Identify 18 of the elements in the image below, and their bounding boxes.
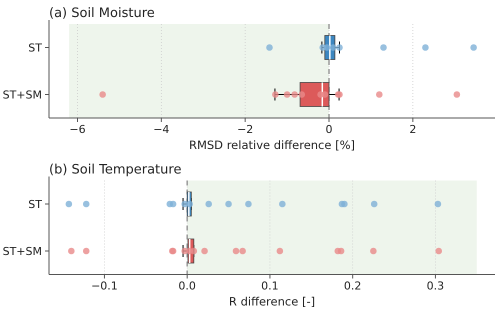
y-tick-label: ST xyxy=(28,198,42,211)
x-axis-title: RMSD relative difference [%] xyxy=(188,138,356,152)
x-tick-label: 0.3 xyxy=(426,280,444,292)
x-tick-label: −2 xyxy=(237,123,254,136)
chart-title: (b) Soil Temperature xyxy=(49,162,182,178)
y-tick-label: ST+SM xyxy=(2,245,42,258)
x-tick-label: −4 xyxy=(153,123,170,136)
x-tick-label: 0.0 xyxy=(178,280,196,292)
x-tick-label: 0.1 xyxy=(261,280,279,292)
y-tick-label: ST xyxy=(28,42,42,54)
y-tick-label: ST+SM xyxy=(2,88,42,102)
x-tick-label: −6 xyxy=(69,123,86,136)
chart-title: (a) Soil Moisture xyxy=(49,6,155,21)
x-tick-label: 0 xyxy=(326,123,333,136)
x-tick-label: 0.2 xyxy=(344,280,362,292)
x-axis-title: R difference [-] xyxy=(228,294,316,308)
x-tick-label: −0.1 xyxy=(91,280,118,292)
x-tick-label: 2 xyxy=(409,123,416,136)
